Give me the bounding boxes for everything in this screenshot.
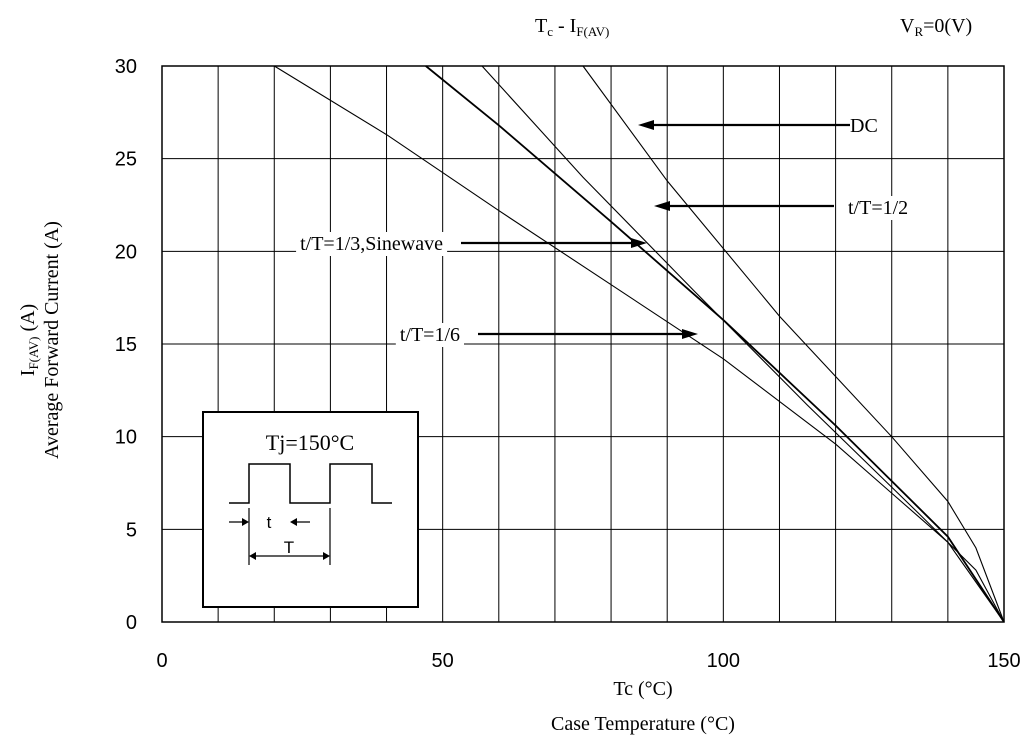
annotation-label: t/T=1/3,Sinewave xyxy=(300,233,443,255)
series-line-2 xyxy=(481,65,1005,623)
annotation-arrowhead xyxy=(638,120,654,130)
x-tick-label: 50 xyxy=(432,650,454,672)
series-line-3 xyxy=(425,65,1005,623)
plot-frame xyxy=(161,65,1005,623)
annotation-arrowhead xyxy=(631,238,647,248)
inset-box xyxy=(202,411,419,608)
inset-T-label: T xyxy=(284,538,294,557)
grid xyxy=(162,66,1004,622)
plot-border xyxy=(161,65,1005,623)
y-axis-label: IF(AV) (A) xyxy=(17,304,41,376)
T-arrowhead-left xyxy=(249,552,256,560)
t-arrowhead-left xyxy=(242,518,249,526)
annotation-label: DC xyxy=(850,115,878,137)
inset-t-label: t xyxy=(267,513,272,532)
annotation-arrowhead xyxy=(682,329,698,339)
x-tick-label: 100 xyxy=(707,650,740,672)
annotation-label-bg xyxy=(395,323,464,347)
y-tick-label: 25 xyxy=(115,149,137,171)
pulse-waveform xyxy=(229,463,392,504)
y-axis-label-2: Average Forward Current (A) xyxy=(41,221,63,459)
series-layer xyxy=(274,65,1005,623)
y-tick-label: 10 xyxy=(115,427,137,449)
waveform-inset: Tj=150°C t T xyxy=(202,411,419,608)
x-axis-label-2: Case Temperature (°C) xyxy=(551,713,735,735)
inset-tj-label: Tj=150°C xyxy=(266,430,354,455)
annotation-label-bg xyxy=(296,232,448,256)
series-line-4 xyxy=(274,65,1005,623)
annotation-arrowhead xyxy=(654,201,670,211)
y-tick-label: 30 xyxy=(115,56,137,78)
annotation-label-bg xyxy=(844,196,913,220)
y-tick-label: 0 xyxy=(126,612,137,634)
annotation-label: t/T=1/2 xyxy=(848,197,908,219)
chart-title: Tc - IF(AV) xyxy=(535,15,609,39)
t-arrowhead-right xyxy=(290,518,297,526)
x-axis-label: Tc (°C) xyxy=(613,678,672,700)
annotation-label: t/T=1/6 xyxy=(400,324,460,346)
series-line-1 xyxy=(582,65,1005,623)
y-tick-label: 20 xyxy=(115,241,137,263)
y-tick-label: 5 xyxy=(126,519,137,541)
condition-label: VR=0(V) xyxy=(900,15,972,39)
annotation-label-bg xyxy=(846,114,882,138)
y-tick-label: 15 xyxy=(115,334,137,356)
T-arrowhead-right xyxy=(323,552,330,560)
annotations: DC t/T=1/2 t/T=1/3,Sinewave t/T=1/6 xyxy=(296,114,913,347)
x-tick-label: 0 xyxy=(156,650,167,672)
x-tick-label: 150 xyxy=(987,650,1020,672)
tick-labels: 0 50 100 150 0 5 10 15 20 25 30 xyxy=(115,56,1021,672)
